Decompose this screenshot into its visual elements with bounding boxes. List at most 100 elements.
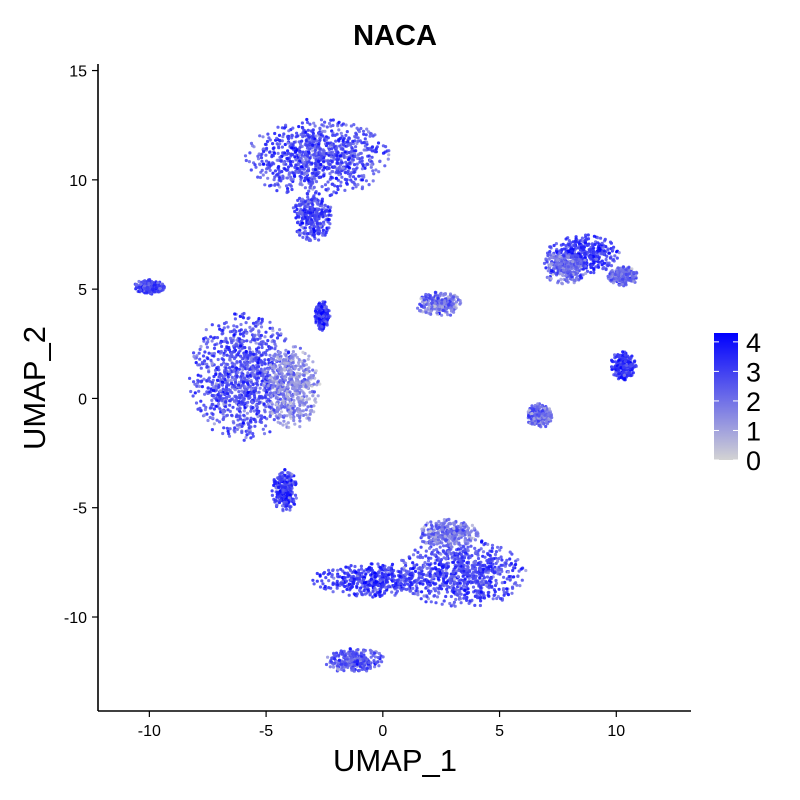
data-point	[271, 391, 275, 395]
data-point	[494, 550, 498, 554]
data-point	[286, 372, 290, 376]
data-point	[339, 147, 343, 151]
data-point	[201, 354, 206, 358]
data-point	[248, 151, 252, 155]
chart-title: NACA	[353, 20, 437, 52]
data-point	[514, 562, 518, 567]
data-point	[353, 151, 357, 156]
data-point	[243, 328, 248, 332]
data-point	[230, 365, 234, 369]
data-point	[353, 134, 357, 139]
data-point	[277, 133, 282, 137]
data-point	[275, 136, 279, 140]
data-point	[229, 398, 233, 402]
data-point	[345, 140, 350, 144]
data-point	[242, 438, 246, 442]
data-point	[280, 139, 284, 143]
data-point	[308, 122, 312, 126]
data-point	[505, 587, 509, 591]
data-point	[260, 319, 264, 323]
data-point	[266, 339, 270, 343]
data-point	[335, 146, 339, 150]
data-point	[324, 151, 328, 156]
data-point	[260, 159, 264, 163]
data-point	[235, 360, 239, 364]
cluster-7	[133, 278, 166, 296]
data-point	[500, 558, 504, 562]
data-point	[347, 156, 351, 160]
data-point	[371, 179, 375, 183]
data-point	[296, 397, 300, 401]
data-point	[239, 322, 243, 327]
data-point	[398, 574, 402, 578]
data-point	[261, 173, 265, 177]
data-point	[251, 434, 255, 438]
data-point	[257, 390, 261, 394]
data-point	[279, 471, 283, 475]
data-point	[225, 340, 229, 344]
data-point	[491, 597, 495, 601]
data-point	[353, 154, 357, 159]
data-point	[243, 345, 247, 350]
data-point	[376, 583, 380, 587]
data-point	[218, 375, 222, 379]
data-point	[272, 339, 276, 343]
data-point	[338, 136, 342, 141]
data-point	[286, 385, 290, 389]
data-point	[368, 134, 372, 138]
data-point	[262, 147, 266, 151]
data-point	[327, 309, 331, 313]
data-point	[264, 342, 268, 346]
data-point	[305, 232, 310, 236]
data-point	[494, 581, 499, 586]
data-point	[285, 176, 289, 180]
data-point	[378, 566, 382, 570]
data-point	[356, 153, 360, 157]
data-point	[327, 121, 332, 126]
data-point	[203, 392, 207, 396]
data-point	[336, 151, 340, 155]
data-point	[263, 350, 268, 354]
data-point	[238, 422, 242, 426]
data-point	[423, 564, 427, 568]
data-point	[301, 126, 305, 130]
data-point	[264, 170, 268, 174]
data-point	[248, 419, 253, 423]
data-point	[262, 388, 266, 392]
data-point	[216, 365, 220, 369]
data-point	[137, 279, 141, 284]
data-point	[275, 355, 279, 359]
data-point	[251, 321, 256, 325]
data-point	[373, 586, 377, 590]
data-point	[258, 162, 262, 166]
data-point	[279, 381, 284, 385]
data-point	[416, 550, 420, 555]
data-point	[290, 486, 294, 490]
data-point	[337, 128, 341, 132]
data-point	[203, 350, 207, 354]
data-point	[424, 573, 428, 577]
data-point	[266, 384, 270, 388]
data-point	[283, 405, 287, 409]
data-point	[310, 171, 314, 175]
data-point	[416, 306, 420, 310]
data-point	[142, 284, 147, 288]
data-point	[324, 308, 328, 312]
data-point	[460, 556, 464, 560]
data-point	[251, 406, 255, 410]
data-point	[307, 366, 311, 370]
data-point	[399, 581, 403, 585]
data-point	[395, 578, 399, 582]
data-point	[304, 157, 308, 161]
data-point	[313, 191, 318, 195]
data-point	[318, 382, 322, 386]
data-point	[220, 344, 224, 349]
data-point	[384, 579, 388, 583]
data-point	[373, 571, 377, 575]
data-point	[301, 398, 305, 402]
data-point	[445, 572, 449, 576]
data-point	[236, 370, 240, 374]
data-point	[409, 589, 413, 593]
data-point	[404, 587, 409, 592]
data-point	[342, 136, 346, 140]
